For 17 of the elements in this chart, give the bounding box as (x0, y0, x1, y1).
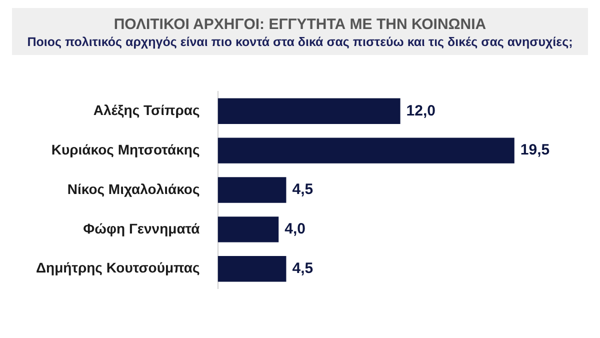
bar (218, 216, 279, 242)
data-label: 12,0 (406, 102, 436, 120)
y-tick-label: Αλέξης Τσίπρας (93, 102, 200, 118)
y-tick-label: Κυριάκος Μητσοτάκης (51, 141, 200, 158)
y-tick-label: Φώφη Γεννηματά (83, 220, 200, 236)
y-tick-label: Δημήτρης Κουτσούμπας (36, 260, 200, 276)
data-label: 19,5 (520, 142, 550, 159)
bar (218, 256, 286, 282)
chart-title: ΠΟΛΙΤΙΚΟΙ ΑΡΧΗΓΟΙ: ΕΓΓΥΤΗΤΑ ΜΕ ΤΗΝ ΚΟΙΝΩΝΙΑ (112, 16, 488, 33)
data-label: 4,5 (292, 260, 314, 278)
data-label: 4,0 (284, 220, 306, 238)
y-tick-label: Νίκος Μιχαλολιάκος (67, 180, 200, 197)
bar (218, 177, 286, 203)
bar (218, 138, 514, 164)
bar (218, 98, 400, 124)
chart-subtitle: Ποιος πολιτικός αρχηγός είναι πιο κοντά στα δικά σας πιστεύω και τις δικές σας ανησυχίες; (26, 35, 574, 49)
data-label: 4,5 (292, 181, 314, 198)
